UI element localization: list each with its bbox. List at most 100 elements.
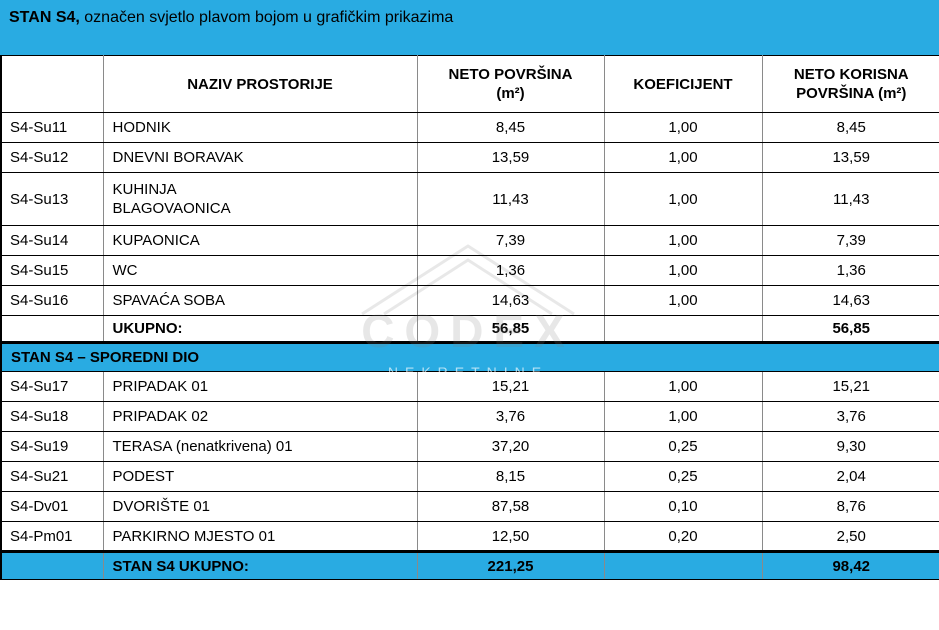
coefficient-cell: 1,00 [603,401,762,432]
room-name-cell: KUHINJA BLAGOVAONICA [102,172,417,226]
usable-area-cell: 8,76 [761,491,939,522]
sheet-title-bar: STAN S4, označen svjetlo plavom bojom u … [0,0,939,55]
total-label-cell: STAN S4 UKUPNO: [102,550,417,580]
area-table: NAZIV PROSTORIJE NETO POVRŠINA (m²) KOEF… [0,55,939,580]
subtotal-usable-area-cell: 56,85 [761,315,939,343]
unit-code-cell: S4-Su15 [1,255,103,286]
room-name-cell: WC [102,255,417,286]
header-cell-usable-area: NETO KORISNA POVRŠINA (m²) [761,55,939,113]
total-row: STAN S4 UKUPNO: 221,25 98,42 [1,550,939,580]
coefficient-cell: 1,00 [603,142,762,173]
coefficient-cell: 1,00 [603,285,762,316]
net-area-cell: 15,21 [416,371,604,402]
coefficient-cell: 1,00 [603,255,762,286]
table-row: S4-Su15 WC 1,36 1,00 1,36 [1,255,939,286]
header-cell-net-area: NETO POVRŠINA (m²) [416,55,604,113]
table-row: S4-Dv01 DVORIŠTE 01 87,58 0,10 8,76 [1,491,939,522]
main-rows-section: S4-Su11 HODNIK 8,45 1,00 8,45 S4-Su12 DNEVNI B… [1,112,939,316]
unit-code-cell: S4-Su16 [1,285,103,316]
net-area-cell: 37,20 [416,431,604,462]
coefficient-cell: 1,00 [603,225,762,256]
room-name-cell: DVORIŠTE 01 [102,491,417,522]
unit-code-cell: S4-Pm01 [1,521,103,552]
subtotal-label-cell: UKUPNO: [102,315,417,343]
net-area-cell: 7,39 [416,225,604,256]
table-row: S4-Su21 PODEST 8,15 0,25 2,04 [1,461,939,492]
unit-code-cell: S4-Su14 [1,225,103,256]
room-name-cell: SPAVAĆA SOBA [102,285,417,316]
unit-code-cell: S4-Su13 [1,172,103,226]
usable-area-cell: 14,63 [761,285,939,316]
usable-area-cell: 13,59 [761,142,939,173]
room-name-cell: TERASA (nenatkrivena) 01 [102,431,417,462]
total-empty-cell [1,550,103,580]
coefficient-cell: 1,00 [603,172,762,226]
coefficient-cell: 1,00 [603,371,762,402]
total-usable-area-cell: 98,42 [761,550,939,580]
unit-code-cell: S4-Su12 [1,142,103,173]
coefficient-cell: 0,20 [603,521,762,552]
header-section: NAZIV PROSTORIJE NETO POVRŠINA (m²) KOEF… [1,55,939,113]
subtotal-coefficient-cell [603,315,762,343]
unit-code-cell: S4-Su21 [1,461,103,492]
net-area-cell: 13,59 [416,142,604,173]
header-cell-empty [1,55,103,113]
unit-code-cell: S4-Dv01 [1,491,103,522]
unit-code-cell: S4-Su19 [1,431,103,462]
apartment-id-label: STAN S4, [9,9,80,26]
secondary-rows-section: S4-Su17 PRIPADAK 01 15,21 1,00 15,21 S4-Su18 P… [1,371,939,552]
table-row: S4-Pm01 PARKIRNO MJESTO 01 12,50 0,20 2,50 [1,521,939,552]
net-area-cell: 8,15 [416,461,604,492]
table-row: S4-Su14 KUPAONICA 7,39 1,00 7,39 [1,225,939,256]
net-area-cell: 87,58 [416,491,604,522]
coefficient-cell: 0,25 [603,461,762,492]
usable-area-cell: 9,30 [761,431,939,462]
room-name-cell: HODNIK [102,112,417,143]
usable-area-cell: 11,43 [761,172,939,226]
coefficient-cell: 0,25 [603,431,762,462]
net-area-cell: 8,45 [416,112,604,143]
table-row: S4-Su12 DNEVNI BORAVAK 13,59 1,00 13,59 [1,142,939,173]
room-name-cell: PODEST [102,461,417,492]
usable-area-cell: 15,21 [761,371,939,402]
table-row: S4-Su17 PRIPADAK 01 15,21 1,00 15,21 [1,371,939,402]
header-row: NAZIV PROSTORIJE NETO POVRŠINA (m²) KOEF… [1,55,939,113]
subtotal-row: UKUPNO: 56,85 56,85 [1,315,939,343]
subtotal-empty-cell [1,315,103,343]
table-row: S4-Su13 KUHINJA BLAGOVAONICA 11,43 1,00 11,4… [1,172,939,226]
total-section: STAN S4 UKUPNO: 221,25 98,42 [1,550,939,580]
net-area-cell: 11,43 [416,172,604,226]
unit-code-cell: S4-Su11 [1,112,103,143]
net-area-cell: 14,63 [416,285,604,316]
usable-area-cell: 2,04 [761,461,939,492]
table-row: S4-Su16 SPAVAĆA SOBA 14,63 1,00 14,63 [1,285,939,316]
usable-area-cell: 3,76 [761,401,939,432]
total-net-area-cell: 221,25 [416,550,604,580]
total-coefficient-cell [603,550,762,580]
room-name-cell: KUPAONICA [102,225,417,256]
net-area-cell: 12,50 [416,521,604,552]
room-name-cell: PRIPADAK 01 [102,371,417,402]
unit-code-cell: S4-Su18 [1,401,103,432]
table-row: S4-Su19 TERASA (nenatkrivena) 01 37,20 0,25… [1,431,939,462]
header-cell-room-name: NAZIV PROSTORIJE [102,55,417,113]
room-name-cell: PARKIRNO MJESTO 01 [102,521,417,552]
usable-area-cell: 1,36 [761,255,939,286]
coefficient-cell: 1,00 [603,112,762,143]
table-row: S4-Su11 HODNIK 8,45 1,00 8,45 [1,112,939,143]
room-name-cell: DNEVNI BORAVAK [102,142,417,173]
usable-area-cell: 7,39 [761,225,939,256]
room-name-cell: PRIPADAK 02 [102,401,417,432]
header-cell-coefficient: KOEFICIJENT [603,55,762,113]
secondary-section-title: STAN S4 – SPOREDNI DIO [1,341,939,372]
usable-area-cell: 8,45 [761,112,939,143]
unit-code-cell: S4-Su17 [1,371,103,402]
net-area-cell: 1,36 [416,255,604,286]
subtotal-section: UKUPNO: 56,85 56,85 STAN S4 – SPOREDNI D… [1,315,939,372]
title-description: označen svjetlo plavom bojom u grafičkim… [79,9,454,26]
net-area-cell: 3,76 [416,401,604,432]
subtotal-net-area-cell: 56,85 [416,315,604,343]
usable-area-cell: 2,50 [761,521,939,552]
table-row: S4-Su18 PRIPADAK 02 3,76 1,00 3,76 [1,401,939,432]
